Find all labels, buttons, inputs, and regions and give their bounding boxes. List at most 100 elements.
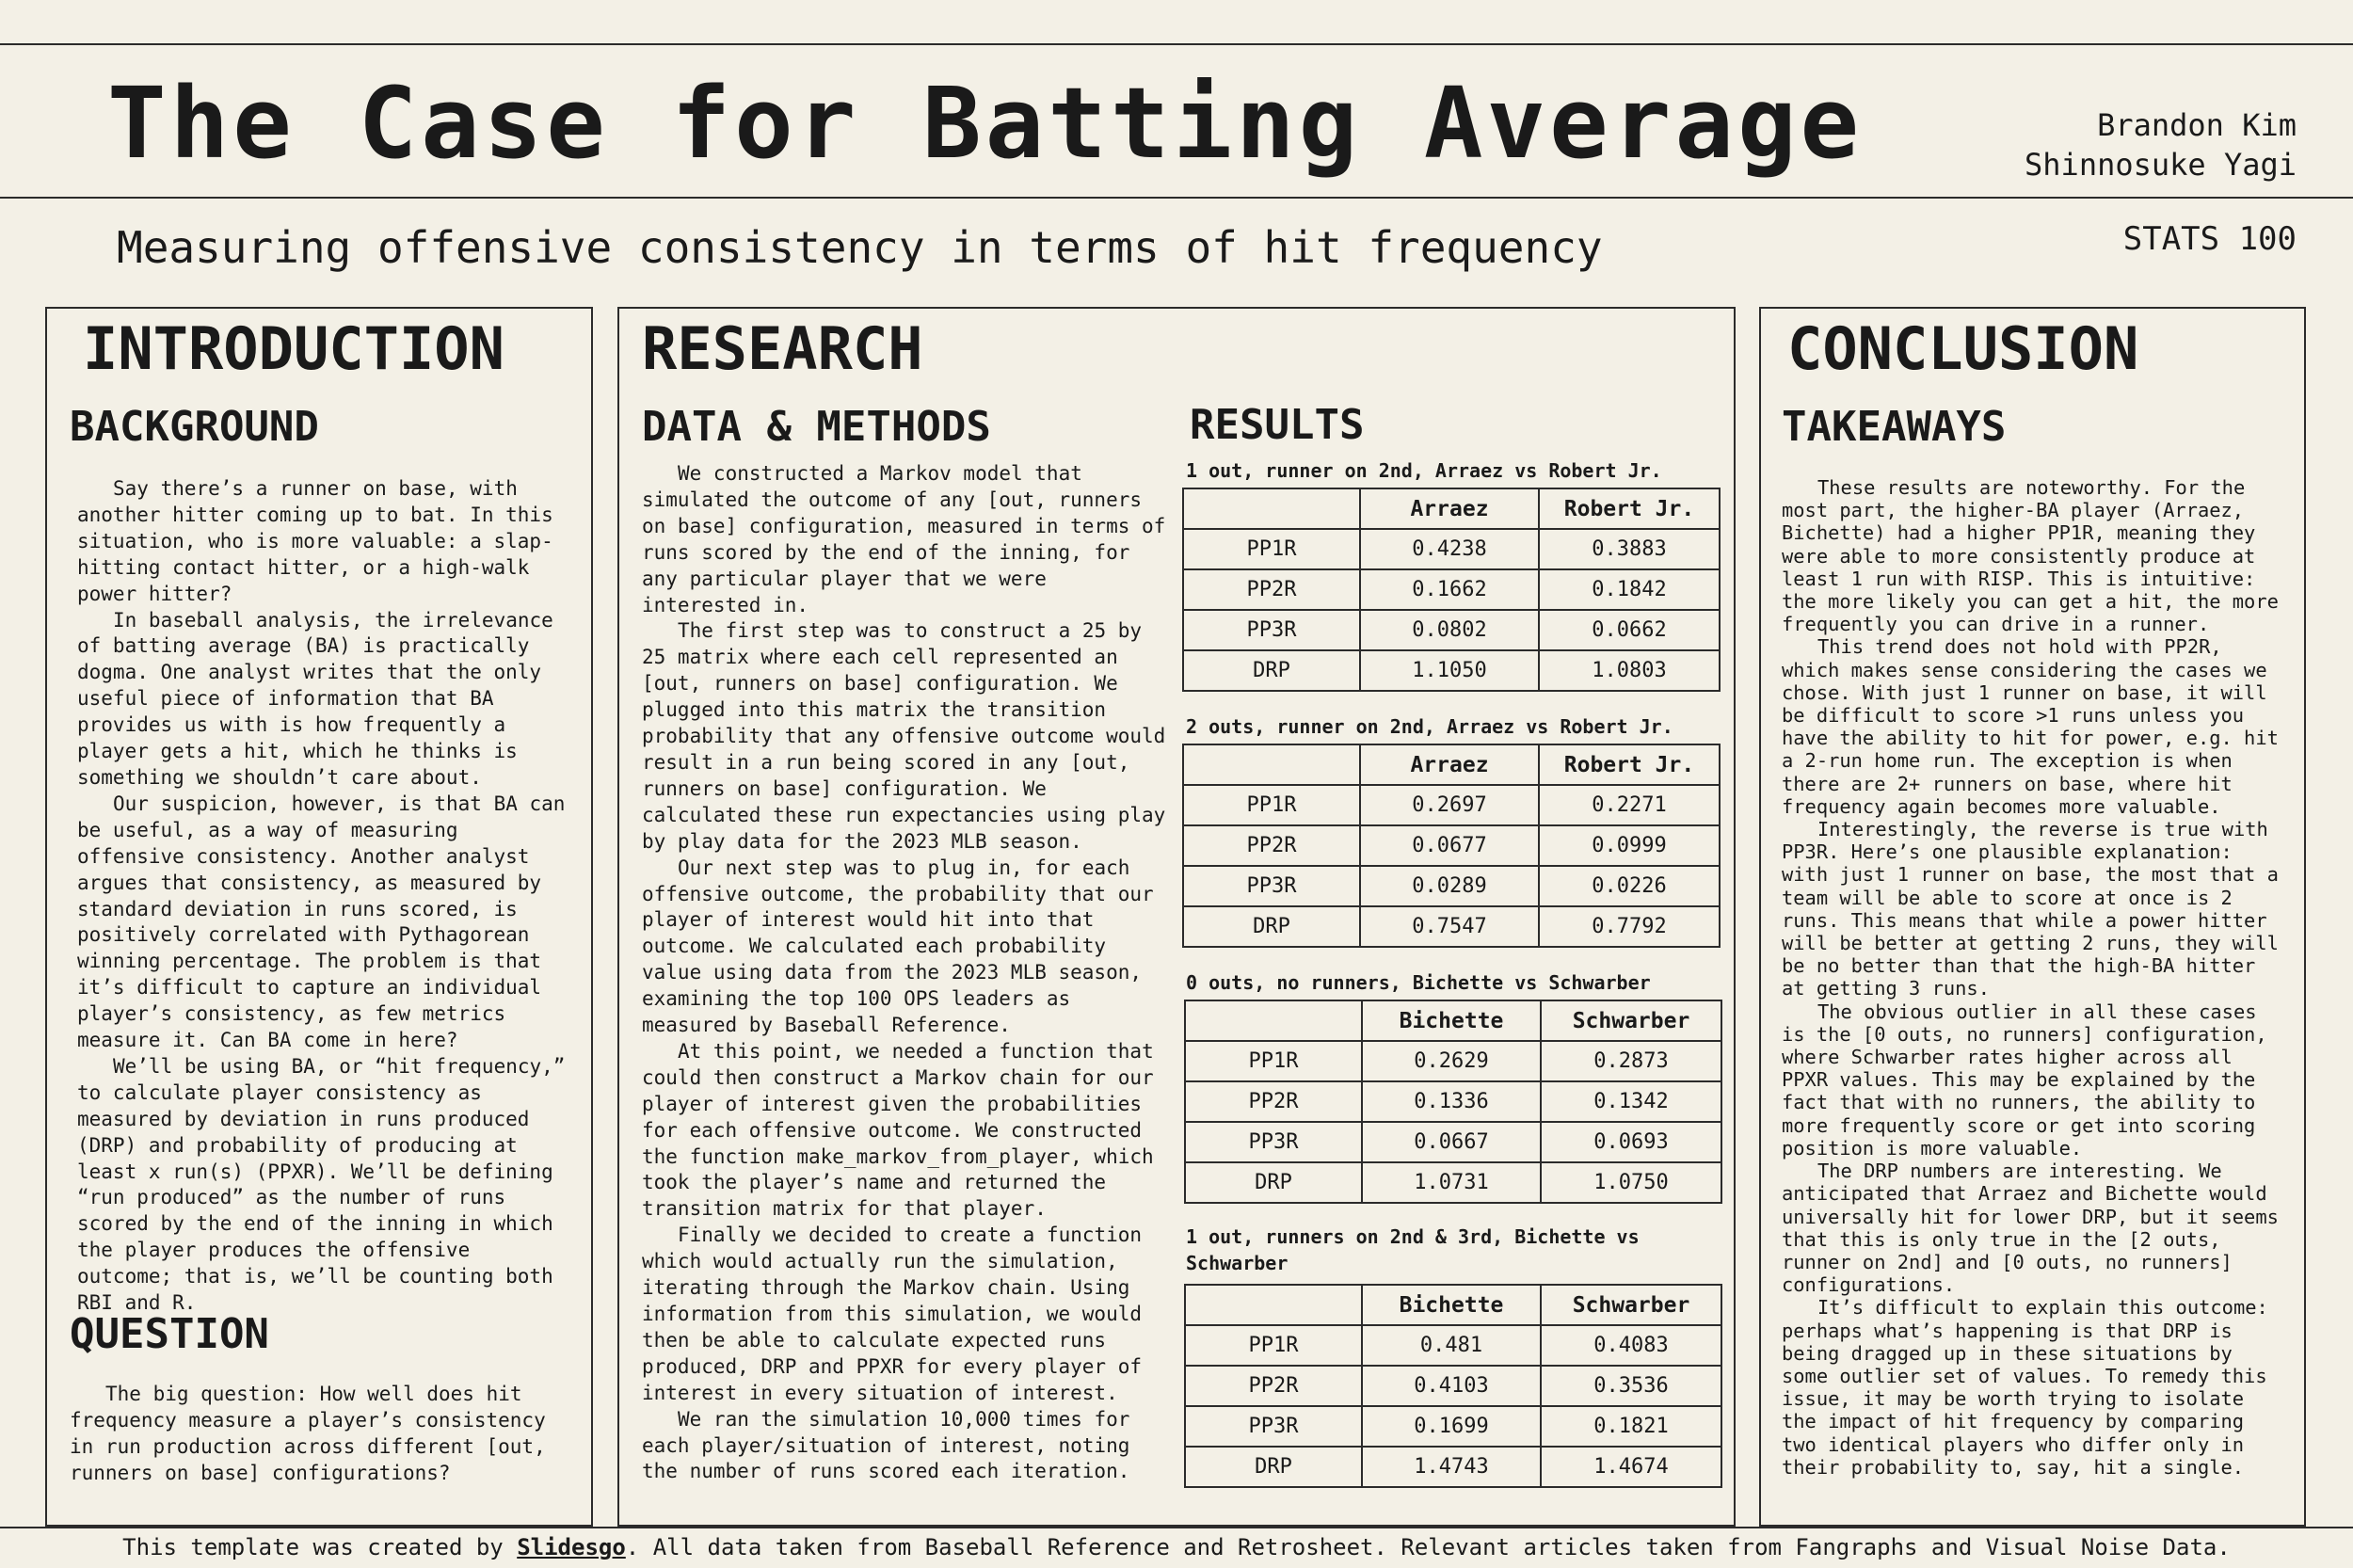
table-cell: 0.2629 xyxy=(1361,1040,1542,1082)
table-header-cell xyxy=(1184,1000,1363,1042)
table-header-cell xyxy=(1184,1284,1363,1326)
table-cell: 0.1662 xyxy=(1359,568,1540,611)
row-label: DRP xyxy=(1184,1161,1363,1204)
table-cell: 0.0667 xyxy=(1361,1121,1542,1163)
methods-text: We constructed a Markov model that simul… xyxy=(642,461,1169,1485)
paragraph: The first step was to construct a 25 by … xyxy=(642,619,1166,853)
paragraph: These results are noteworthy. For the mo… xyxy=(1782,476,2279,636)
paragraph: We ran the simulation 10,000 times for e… xyxy=(642,1407,1130,1483)
table-caption: 0 outs, no runners, Bichette vs Schwarbe… xyxy=(1186,971,1651,994)
table-row: PP3R 0.0667 0.0693 xyxy=(1184,1121,1722,1163)
table-cell: 0.3883 xyxy=(1538,528,1721,570)
results-table: Bichette Schwarber PP1R 0.2629 0.2873 PP2R… xyxy=(1184,1000,1722,1204)
table-cell: 0.1821 xyxy=(1540,1405,1722,1448)
paragraph: Say there’s a runner on base, with anoth… xyxy=(77,477,553,605)
table-row: PP2R 0.1336 0.1342 xyxy=(1184,1080,1722,1123)
table-header-cell: Arraez xyxy=(1359,744,1540,786)
question-text: The big question: How well does hit freq… xyxy=(70,1382,578,1487)
paragraph: Interestingly, the reverse is true with … xyxy=(1782,818,2279,1000)
table-cell: 0.0693 xyxy=(1540,1121,1722,1163)
row-label: DRP xyxy=(1182,649,1361,692)
table-cell: 0.1336 xyxy=(1361,1080,1542,1123)
table-cell: 1.4674 xyxy=(1540,1446,1722,1488)
row-label: PP1R xyxy=(1182,784,1361,826)
table-cell: 0.1699 xyxy=(1361,1405,1542,1448)
table-cell: 0.7792 xyxy=(1538,905,1721,948)
paragraph: We constructed a Markov model that simul… xyxy=(642,462,1166,616)
table-cell: 1.0731 xyxy=(1361,1161,1542,1204)
table-cell: 0.2873 xyxy=(1540,1040,1722,1082)
table-cell: 0.4103 xyxy=(1361,1365,1542,1407)
paragraph: It’s difficult to explain this outcome: … xyxy=(1782,1296,2268,1479)
table-caption: 1 out, runners on 2nd & 3rd, Bichette vs… xyxy=(1186,1225,1640,1274)
table-header-cell: Robert Jr. xyxy=(1538,488,1721,530)
paragraph: This trend does not hold with PP2R, whic… xyxy=(1782,635,2279,818)
table-header-cell: Schwarber xyxy=(1540,1000,1722,1042)
table-row: PP2R 0.1662 0.1842 xyxy=(1182,568,1721,611)
table-cell: 0.1342 xyxy=(1540,1080,1722,1123)
table-row: PP3R 0.0289 0.0226 xyxy=(1182,865,1721,907)
table-cell: 0.0999 xyxy=(1538,824,1721,867)
table-header-cell: Bichette xyxy=(1361,1284,1542,1326)
table-cell: 0.481 xyxy=(1361,1324,1542,1367)
paragraph: Our next step was to plug in, for each o… xyxy=(642,856,1154,1037)
top-rule xyxy=(0,43,2353,45)
table-cell: 0.3536 xyxy=(1540,1365,1722,1407)
takeaways-text: These results are noteworthy. For the mo… xyxy=(1782,476,2285,1479)
table-header-row: Bichette Schwarber xyxy=(1184,1284,1722,1326)
table-header-cell: Robert Jr. xyxy=(1538,744,1721,786)
conclusion-heading: CONCLUSION xyxy=(1787,314,2139,383)
row-label: PP2R xyxy=(1184,1365,1363,1407)
table-header-row: Arraez Robert Jr. xyxy=(1182,488,1721,530)
table-cell: 1.0750 xyxy=(1540,1161,1722,1204)
paragraph: The obvious outlier in all these cases i… xyxy=(1782,1000,2267,1160)
table-cell: 1.0803 xyxy=(1538,649,1721,692)
author-name: Brandon Kim xyxy=(2097,107,2297,143)
row-label: PP3R xyxy=(1182,609,1361,651)
paragraph: At this point, we needed a function that… xyxy=(642,1039,1154,1221)
poster-title: The Case for Batting Average xyxy=(107,66,1864,181)
research-panel: RESEARCH DATA & METHODS We constructed a… xyxy=(617,307,1736,1527)
table-row: PP2R 0.4103 0.3536 xyxy=(1184,1365,1722,1407)
author-name: Shinnosuke Yagi xyxy=(2025,147,2297,183)
results-table: Arraez Robert Jr. PP1R 0.2697 0.2271 PP2R 0… xyxy=(1182,744,1721,948)
footer-suffix: . All data taken from Baseball Reference… xyxy=(625,1534,2231,1560)
table-cell: 1.1050 xyxy=(1359,649,1540,692)
methods-heading: DATA & METHODS xyxy=(642,403,991,451)
footer-prefix: This template was created by xyxy=(122,1534,518,1560)
paragraph: In baseball analysis, the irrelevance of… xyxy=(77,608,553,789)
background-heading: BACKGROUND xyxy=(70,403,319,451)
header-rule xyxy=(0,197,2353,199)
table-header-cell: Schwarber xyxy=(1540,1284,1722,1326)
question-heading: QUESTION xyxy=(70,1310,269,1358)
paragraph: We’ll be using BA, or “hit frequency,” t… xyxy=(77,1054,566,1315)
background-text: Say there’s a runner on base, with anoth… xyxy=(77,476,576,1317)
row-label: PP3R xyxy=(1184,1405,1363,1448)
paragraph: Finally we decided to create a function … xyxy=(642,1224,1143,1404)
research-heading: RESEARCH xyxy=(642,314,923,383)
row-label: PP2R xyxy=(1184,1080,1363,1123)
row-label: PP2R xyxy=(1182,824,1361,867)
table-cell: 0.4083 xyxy=(1540,1324,1722,1367)
poster-subtitle: Measuring offensive consistency in terms… xyxy=(117,222,1603,273)
footer-rule xyxy=(0,1527,2353,1528)
table-row: PP3R 0.0802 0.0662 xyxy=(1182,609,1721,651)
row-label: DRP xyxy=(1184,1446,1363,1488)
row-label: DRP xyxy=(1182,905,1361,948)
results-heading: RESULTS xyxy=(1190,401,1365,449)
paragraph: The DRP numbers are interesting. We anti… xyxy=(1782,1160,2279,1297)
row-label: PP3R xyxy=(1184,1121,1363,1163)
table-cell: 0.0289 xyxy=(1359,865,1540,907)
row-label: PP3R xyxy=(1182,865,1361,907)
table-header-cell xyxy=(1182,488,1361,530)
table-cell: 0.2271 xyxy=(1538,784,1721,826)
authors: Brandon Kim Shinnosuke Yagi xyxy=(2025,105,2297,184)
paragraph: The big question: How well does hit freq… xyxy=(70,1383,546,1484)
table-header-cell: Arraez xyxy=(1359,488,1540,530)
introduction-panel: INTRODUCTION BACKGROUND Say there’s a ru… xyxy=(45,307,593,1527)
table-caption: 2 outs, runner on 2nd, Arraez vs Robert … xyxy=(1186,715,1673,738)
table-cell: 0.0802 xyxy=(1359,609,1540,651)
table-row: PP1R 0.481 0.4083 xyxy=(1184,1324,1722,1367)
table-cell: 0.0662 xyxy=(1538,609,1721,651)
slidesgo-link[interactable]: Slidesgo xyxy=(517,1534,626,1560)
